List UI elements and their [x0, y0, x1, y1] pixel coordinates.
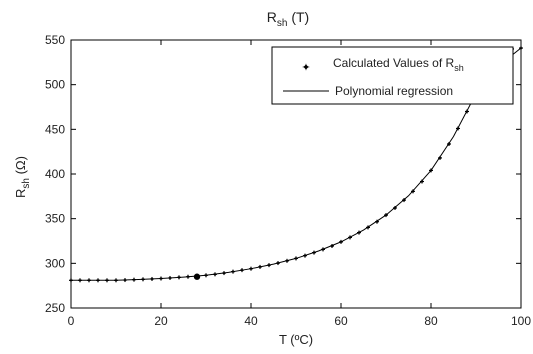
y-tick-label: 550	[45, 33, 65, 47]
data-point	[339, 239, 343, 244]
data-point	[393, 205, 397, 210]
legend-marker-symbol: ✦	[301, 62, 310, 74]
legend-item-regression: Polynomial regression	[335, 84, 453, 98]
y-axis-title-rest: (Ω)	[13, 156, 28, 178]
data-point	[168, 275, 172, 280]
legend-item-calculated-main: Calculated Values of R	[333, 56, 455, 70]
data-point	[456, 126, 460, 131]
chart-title-main: R	[267, 9, 277, 25]
y-tick-label: 350	[45, 212, 65, 226]
data-point	[303, 253, 307, 258]
data-point	[213, 272, 217, 277]
data-point	[411, 189, 415, 194]
x-tick-label: 0	[68, 314, 75, 328]
data-point	[159, 276, 163, 281]
legend-box	[271, 46, 514, 105]
data-point	[240, 268, 244, 273]
data-point	[357, 230, 361, 235]
data-point	[366, 225, 370, 230]
data-point	[294, 256, 298, 261]
data-point	[258, 264, 262, 269]
x-tick-label: 20	[154, 314, 168, 328]
data-point	[348, 235, 352, 240]
y-axis-title-main: R	[13, 189, 28, 198]
data-point	[420, 179, 424, 184]
data-point	[267, 263, 271, 268]
legend: ✦ Calculated Values of Rsh Polynomial re…	[271, 46, 514, 105]
chart-title: Rsh (T)	[267, 9, 309, 29]
data-point	[141, 277, 145, 282]
data-point	[285, 258, 289, 263]
chart-title-rest: (T)	[287, 9, 309, 25]
x-tick-label: 80	[424, 314, 438, 328]
y-tick-label: 450	[45, 122, 65, 136]
data-point	[222, 271, 226, 276]
y-tick-label: 400	[45, 167, 65, 181]
data-point	[114, 278, 118, 283]
x-tick-label: 100	[511, 314, 531, 328]
data-point	[69, 278, 73, 283]
data-point	[150, 276, 154, 281]
y-axis: 250 300 350 400 450 500 550	[45, 33, 521, 315]
data-point	[204, 273, 208, 278]
data-point	[132, 277, 136, 282]
data-point	[312, 250, 316, 255]
y-axis-title: Rsh (Ω)	[13, 156, 32, 198]
legend-item-calculated-sub: sh	[454, 63, 464, 73]
y-tick-label: 250	[45, 301, 65, 315]
data-point	[438, 155, 442, 160]
legend-item-calculated: Calculated Values of Rsh	[333, 56, 464, 73]
data-point	[402, 198, 406, 203]
x-tick-label: 60	[334, 314, 348, 328]
data-point	[249, 266, 253, 271]
data-point	[375, 219, 379, 224]
y-axis-title-sub: sh	[21, 178, 32, 189]
y-tick-label: 300	[45, 256, 65, 270]
y-tick-label: 500	[45, 78, 65, 92]
data-point	[87, 278, 91, 283]
data-point	[177, 275, 181, 280]
data-point	[105, 278, 109, 283]
data-point	[330, 244, 334, 249]
data-point	[321, 247, 325, 252]
data-point	[276, 261, 280, 266]
chart-title-sub: sh	[277, 18, 288, 29]
data-point	[429, 168, 433, 173]
data-point	[231, 269, 235, 274]
data-point	[519, 46, 523, 51]
data-point	[186, 274, 190, 279]
data-point	[78, 278, 82, 283]
data-point	[465, 109, 469, 114]
data-point	[447, 141, 451, 146]
highlight-point	[193, 273, 201, 280]
data-point	[96, 278, 100, 283]
x-axis: 0 20 40 60 80 100	[68, 40, 531, 328]
x-axis-title: T (ºC)	[279, 332, 313, 347]
x-tick-label: 40	[244, 314, 258, 328]
data-point	[384, 213, 388, 218]
data-point	[123, 278, 127, 283]
